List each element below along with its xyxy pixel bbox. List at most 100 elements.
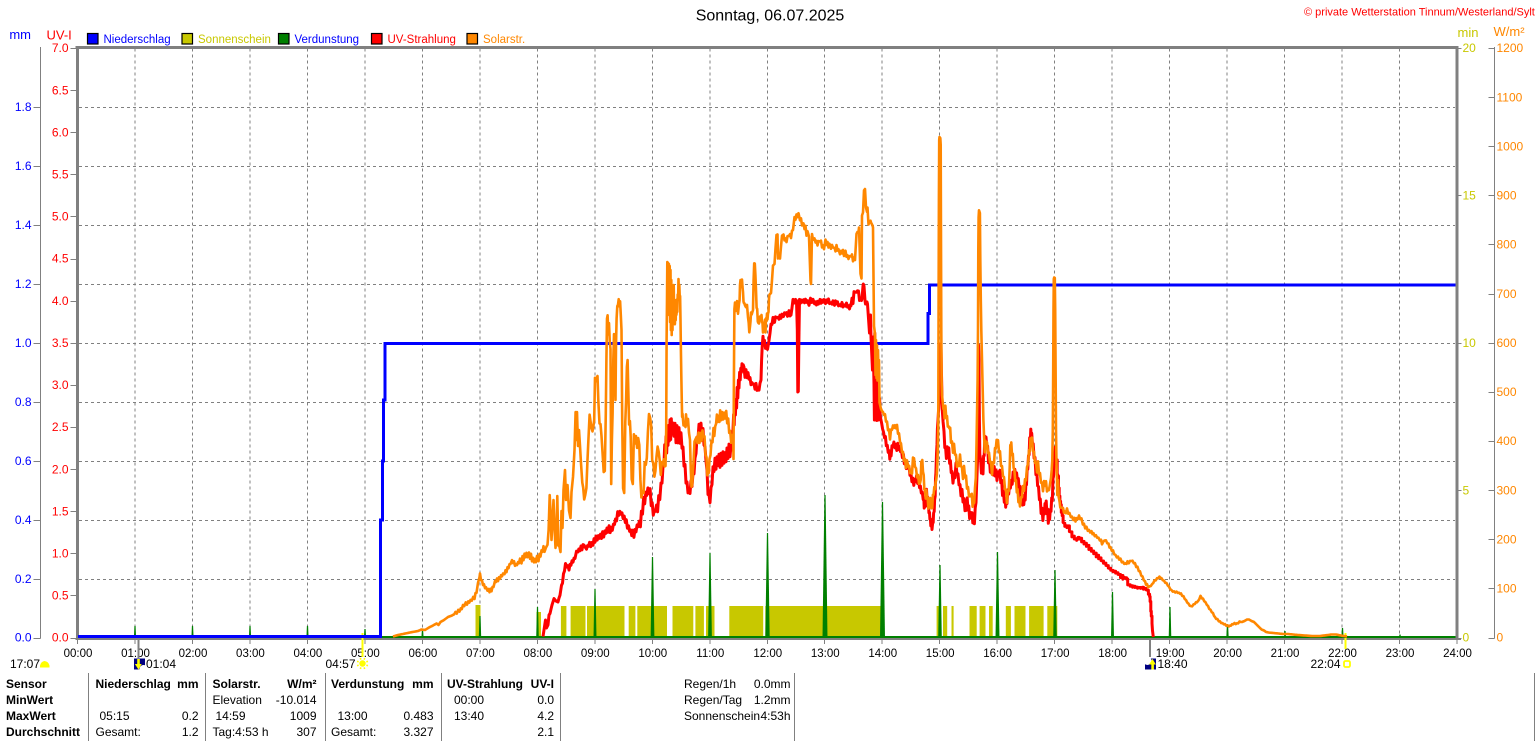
svg-text:7.0: 7.0	[52, 41, 69, 55]
svg-text:4.5: 4.5	[52, 252, 69, 266]
svg-text:00:00: 00:00	[64, 648, 93, 660]
svg-text:12:00: 12:00	[753, 648, 782, 660]
svg-text:UV-I: UV-I	[47, 28, 72, 43]
svg-text:07:00: 07:00	[466, 648, 495, 660]
svg-text:© private Wetterstation Tinnum: © private Wetterstation Tinnum/Westerlan…	[1304, 7, 1535, 19]
svg-text:16:00: 16:00	[983, 648, 1012, 660]
svg-text:400: 400	[1497, 434, 1517, 448]
svg-text:15:00: 15:00	[926, 648, 955, 660]
svg-text:0.2: 0.2	[15, 572, 32, 586]
svg-text:Gesamt:: Gesamt:	[96, 725, 141, 739]
svg-text:06:00: 06:00	[408, 648, 437, 660]
svg-text:0.5: 0.5	[52, 589, 69, 603]
svg-text:1.5: 1.5	[52, 504, 69, 518]
svg-text:Gesamt:: Gesamt:	[331, 725, 376, 739]
svg-text:W/m²: W/m²	[287, 677, 316, 691]
svg-text:3.0: 3.0	[52, 378, 69, 392]
svg-text:Sonnenschein: Sonnenschein	[684, 709, 760, 723]
svg-text:Elevation: Elevation	[213, 693, 262, 707]
svg-text:UV-I: UV-I	[531, 677, 554, 691]
svg-text:Solarstr.: Solarstr.	[483, 34, 525, 46]
svg-text:18:40: 18:40	[1158, 657, 1188, 671]
svg-text:300: 300	[1497, 483, 1517, 497]
svg-text:11:00: 11:00	[696, 648, 724, 660]
svg-text:17:07: 17:07	[10, 657, 40, 671]
svg-text:200: 200	[1497, 532, 1517, 546]
svg-text:1.4: 1.4	[15, 218, 32, 232]
svg-text:09:00: 09:00	[581, 648, 610, 660]
svg-text:min: min	[1458, 25, 1479, 40]
svg-text:1100: 1100	[1497, 90, 1523, 104]
svg-text:UV-Strahlung: UV-Strahlung	[447, 677, 523, 691]
svg-text:17:00: 17:00	[1041, 648, 1070, 660]
svg-text:15: 15	[1463, 189, 1477, 203]
svg-text:22:00: 22:00	[1328, 648, 1357, 660]
svg-text:1200: 1200	[1497, 41, 1524, 55]
svg-text:1000: 1000	[1497, 139, 1524, 153]
svg-text:Niederschlag: Niederschlag	[104, 34, 171, 46]
svg-text:2.1: 2.1	[537, 725, 554, 739]
svg-text:05:00: 05:00	[351, 648, 380, 660]
svg-text:22:04: 22:04	[1310, 657, 1340, 671]
svg-text:00:00: 00:00	[454, 693, 484, 707]
svg-text:Sensor: Sensor	[6, 677, 47, 691]
svg-text:21:00: 21:00	[1271, 648, 1300, 660]
svg-text:13:00: 13:00	[338, 709, 368, 723]
svg-text:600: 600	[1497, 336, 1517, 350]
svg-text:4:53h: 4:53h	[760, 709, 790, 723]
svg-text:1.8: 1.8	[15, 100, 32, 114]
svg-text:0.0: 0.0	[537, 693, 554, 707]
svg-text:mm: mm	[9, 27, 31, 42]
svg-text:5: 5	[1463, 483, 1470, 497]
svg-text:Regen/Tag: Regen/Tag	[684, 693, 742, 707]
svg-text:08:00: 08:00	[523, 648, 552, 660]
svg-text:04:00: 04:00	[294, 648, 323, 660]
svg-text:13:00: 13:00	[811, 648, 840, 660]
svg-text:900: 900	[1497, 189, 1517, 203]
svg-text:500: 500	[1497, 385, 1517, 399]
svg-text:0: 0	[1463, 631, 1470, 645]
svg-text:05:15: 05:15	[100, 709, 130, 723]
svg-text:100: 100	[1497, 582, 1517, 596]
svg-text:5.5: 5.5	[52, 168, 69, 182]
svg-text:03:00: 03:00	[236, 648, 265, 660]
svg-text:mm: mm	[412, 677, 433, 691]
svg-text:20: 20	[1463, 41, 1477, 55]
svg-text:UV-Strahlung: UV-Strahlung	[388, 34, 456, 46]
svg-text:-10.014: -10.014	[276, 693, 317, 707]
svg-text:0.0mm: 0.0mm	[754, 677, 791, 691]
svg-text:800: 800	[1497, 238, 1517, 252]
svg-text:700: 700	[1497, 287, 1517, 301]
svg-text:0.8: 0.8	[15, 395, 32, 409]
svg-text:MaxWert: MaxWert	[6, 709, 56, 723]
svg-text:0: 0	[1497, 631, 1504, 645]
svg-text:0.4: 0.4	[15, 513, 32, 527]
svg-text:mm: mm	[177, 677, 198, 691]
svg-text:Tag:4:53 h: Tag:4:53 h	[213, 725, 269, 739]
svg-text:14:00: 14:00	[868, 648, 897, 660]
svg-text:Verdunstung: Verdunstung	[295, 34, 360, 46]
svg-text:4.2: 4.2	[537, 709, 554, 723]
svg-text:01:00: 01:00	[121, 648, 150, 660]
svg-text:0.0: 0.0	[15, 631, 32, 645]
svg-text:1.2mm: 1.2mm	[754, 693, 791, 707]
svg-text:6.0: 6.0	[52, 125, 69, 139]
svg-text:4.0: 4.0	[52, 294, 69, 308]
svg-text:24:00: 24:00	[1443, 648, 1472, 660]
svg-text:Regen/1h: Regen/1h	[684, 677, 736, 691]
svg-text:0.2: 0.2	[182, 709, 199, 723]
svg-text:1.0: 1.0	[15, 336, 32, 350]
svg-text:6.5: 6.5	[52, 83, 69, 97]
svg-text:19:00: 19:00	[1156, 648, 1185, 660]
svg-text:10:00: 10:00	[638, 648, 667, 660]
svg-text:1.2: 1.2	[15, 277, 32, 291]
svg-text:Solarstr.: Solarstr.	[213, 677, 261, 691]
svg-text:18:00: 18:00	[1098, 648, 1127, 660]
svg-text:1.0: 1.0	[52, 546, 69, 560]
svg-text:1.2: 1.2	[182, 725, 199, 739]
svg-text:2.0: 2.0	[52, 462, 69, 476]
svg-text:20:00: 20:00	[1213, 648, 1242, 660]
svg-text:3.5: 3.5	[52, 336, 69, 350]
svg-text:04:57: 04:57	[325, 657, 355, 671]
svg-text:Durchschnitt: Durchschnitt	[6, 725, 80, 739]
